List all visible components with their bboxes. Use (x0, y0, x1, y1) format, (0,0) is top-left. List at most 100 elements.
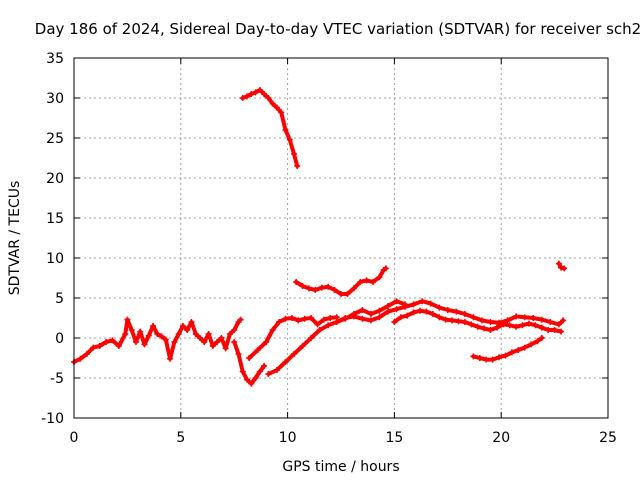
data-point (278, 109, 285, 116)
data-point (500, 321, 507, 328)
data-point (265, 371, 272, 377)
data-point (288, 315, 295, 321)
x-tick-label: 10 (279, 430, 297, 446)
data-point (314, 321, 321, 328)
data-point (214, 339, 221, 345)
data-point (293, 279, 300, 285)
data-point (474, 323, 481, 330)
series-track-10 (555, 260, 568, 272)
data-point (333, 319, 340, 325)
series-track-7 (470, 335, 545, 363)
data-series (71, 87, 568, 387)
data-point (141, 341, 148, 348)
data-point (320, 316, 327, 323)
data-point (83, 351, 90, 357)
data-point (312, 287, 319, 293)
data-point (291, 151, 298, 157)
y-tick-label: 25 (46, 131, 64, 147)
data-point (282, 315, 289, 322)
data-point (226, 331, 233, 337)
data-point (201, 339, 208, 345)
data-point (444, 307, 451, 313)
data-point (513, 313, 520, 320)
data-point (299, 343, 306, 349)
data-point (188, 319, 195, 325)
data-point (427, 300, 434, 307)
data-point (429, 311, 436, 317)
data-point (519, 322, 526, 329)
data-point (538, 316, 545, 323)
data-point (282, 359, 289, 365)
data-point (384, 308, 391, 315)
data-point (197, 335, 204, 341)
data-point (481, 325, 488, 332)
data-point (338, 291, 344, 297)
data-point (382, 265, 389, 272)
data-point (248, 91, 255, 97)
data-point (252, 375, 259, 381)
data-point (325, 283, 332, 290)
series-line (72, 317, 243, 364)
series-track-8 (239, 87, 301, 169)
data-point (470, 353, 477, 360)
y-tick-label: -10 (41, 411, 64, 427)
data-point (551, 327, 558, 333)
data-point (184, 327, 191, 333)
data-point (453, 308, 460, 315)
series-line (247, 315, 339, 360)
data-point (122, 331, 129, 337)
data-point (256, 87, 263, 93)
data-point (218, 335, 225, 341)
data-point (244, 93, 251, 100)
series-track-2 (231, 339, 268, 387)
data-point (128, 327, 135, 333)
series-track-9 (293, 265, 389, 297)
data-point (90, 344, 97, 351)
data-point (269, 100, 276, 107)
data-point (252, 89, 259, 96)
data-point (344, 291, 351, 297)
data-point (308, 335, 315, 341)
data-point (504, 317, 511, 324)
series-track-6 (391, 307, 565, 335)
data-point (273, 367, 280, 373)
data-point (205, 331, 212, 337)
data-point (137, 328, 144, 335)
data-point (436, 304, 443, 311)
data-point (545, 327, 552, 333)
data-point (455, 318, 462, 325)
y-tick-label: 0 (55, 331, 64, 347)
series-track-1 (71, 316, 244, 365)
data-point (423, 308, 430, 315)
data-point (384, 303, 391, 309)
data-point (357, 279, 364, 285)
data-point (244, 376, 251, 383)
data-point (376, 307, 383, 314)
data-point (513, 323, 520, 330)
data-point (496, 354, 503, 361)
data-point (265, 95, 272, 101)
data-point (273, 104, 280, 111)
data-point (521, 344, 528, 351)
series-track-4 (265, 298, 409, 377)
y-tick-label: 10 (46, 251, 64, 267)
data-point (350, 313, 357, 320)
data-point (276, 319, 283, 325)
data-point (404, 312, 411, 319)
data-point (436, 314, 443, 321)
data-point (359, 307, 366, 313)
data-point (468, 321, 475, 328)
data-point (235, 351, 242, 357)
data-point (530, 315, 537, 321)
x-axis-label: GPS time / hours (282, 459, 399, 475)
data-point (171, 339, 178, 345)
series-line (471, 336, 544, 362)
data-point (318, 284, 325, 291)
data-point (534, 338, 541, 345)
data-point (558, 328, 565, 335)
data-point (239, 95, 246, 101)
data-point (493, 324, 500, 331)
data-point (179, 323, 186, 329)
data-point (489, 356, 496, 363)
